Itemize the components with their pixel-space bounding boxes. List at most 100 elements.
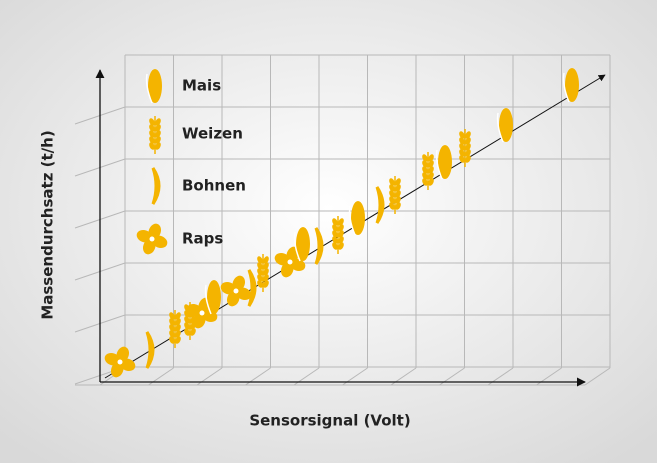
wheat-grain [459, 155, 465, 163]
raps-center [287, 259, 293, 265]
wheat-grain [169, 318, 175, 326]
wheat-grain [338, 230, 344, 238]
wheat-grain [149, 124, 155, 132]
wheat-grain [395, 178, 401, 186]
corn-icon [496, 108, 513, 143]
wheat-grain [395, 202, 401, 210]
wheat-grain [149, 118, 155, 126]
wheat-grain [465, 149, 471, 157]
wheat-grain [459, 143, 465, 151]
wheat-grain [389, 190, 395, 198]
raps-petal [226, 290, 240, 307]
grid-line [584, 367, 611, 386]
wheat-grain [257, 256, 263, 264]
wheat-grain [155, 124, 161, 132]
wheat-grain [422, 172, 428, 180]
raps-petal [274, 252, 291, 266]
raps-icon [220, 275, 252, 307]
x-axis-label: Sensorsignal (Volt) [249, 412, 410, 430]
bean-icon [247, 269, 257, 307]
bean-icon [145, 331, 155, 369]
wheat-grain [257, 268, 263, 276]
wheat-grain [175, 330, 181, 338]
wheat-grain [459, 149, 465, 157]
wheat-grain [465, 143, 471, 151]
wheat-grain [263, 262, 269, 270]
wheat-grain [338, 242, 344, 250]
wheat-grain [155, 118, 161, 126]
wheat-grain [169, 330, 175, 338]
wheat-grain [332, 236, 338, 244]
bean-icon [314, 227, 324, 265]
corn-leaf [562, 72, 570, 103]
wheat-icon [389, 176, 401, 214]
corn-icon [148, 69, 162, 103]
raps-icon [186, 297, 218, 329]
wheat-grain [257, 262, 263, 270]
wheat-grain [389, 196, 395, 204]
wheat-grain [332, 242, 338, 250]
y-axis-label: Massendurchsatz (t/h) [39, 130, 57, 319]
bean-icon [375, 186, 385, 224]
wheat-grain [389, 184, 395, 192]
corn-icon [145, 69, 162, 104]
bean-icon [145, 331, 155, 369]
corn-leaf [145, 73, 153, 104]
raps-petal [136, 229, 153, 243]
wheat-grain [428, 154, 434, 162]
wheat-grain [428, 160, 434, 168]
corn-icon [348, 201, 365, 236]
wheat-grain [149, 130, 155, 138]
wheat-grain [428, 172, 434, 180]
corn-icon [207, 280, 221, 314]
corn-leaf [293, 231, 301, 262]
wheat-grain [263, 256, 269, 264]
wheat-grain [175, 318, 181, 326]
corn-leaf [496, 112, 504, 143]
wheat-grain [422, 160, 428, 168]
corn-icon [351, 201, 365, 235]
wheat-grain [155, 136, 161, 144]
raps-icon [104, 346, 136, 378]
wheat-grain [175, 336, 181, 344]
wheat-grain [175, 324, 181, 332]
wheat-grain [149, 136, 155, 144]
raps-petal [142, 238, 156, 255]
wheat-grain [422, 154, 428, 162]
wheat-grain [465, 131, 471, 139]
wheat-grain [459, 131, 465, 139]
wheat-icon [422, 152, 434, 190]
wheat-grain [169, 312, 175, 320]
corn-icon [296, 227, 310, 261]
corn-leaf [435, 149, 443, 180]
wheat-icon [459, 129, 471, 167]
bean-icon [151, 167, 161, 205]
wheat-grain [395, 190, 401, 198]
legend-label: Bohnen [182, 177, 246, 195]
bean-icon [247, 269, 257, 307]
corn-icon [435, 145, 452, 180]
corn-icon [499, 108, 513, 142]
wheat-grain [389, 202, 395, 210]
corn-icon [293, 227, 310, 262]
corn-icon [438, 145, 452, 179]
wheat-grain [395, 184, 401, 192]
corn-leaf [204, 284, 212, 315]
raps-petal [235, 287, 252, 301]
raps-petal [192, 312, 206, 329]
corn-icon [204, 280, 221, 315]
wheat-grain [422, 178, 428, 186]
raps-center [233, 288, 239, 294]
legend-label: Mais [182, 77, 221, 95]
raps-petal [186, 303, 203, 317]
corn-icon [565, 68, 579, 102]
legend-label: Raps [182, 230, 223, 248]
bean-icon [314, 227, 324, 265]
wheat-grain [428, 178, 434, 186]
wheat-grain [332, 218, 338, 226]
raps-center [149, 236, 155, 242]
bean-icon [375, 186, 385, 224]
raps-petal [220, 281, 237, 295]
wheat-grain [155, 130, 161, 138]
